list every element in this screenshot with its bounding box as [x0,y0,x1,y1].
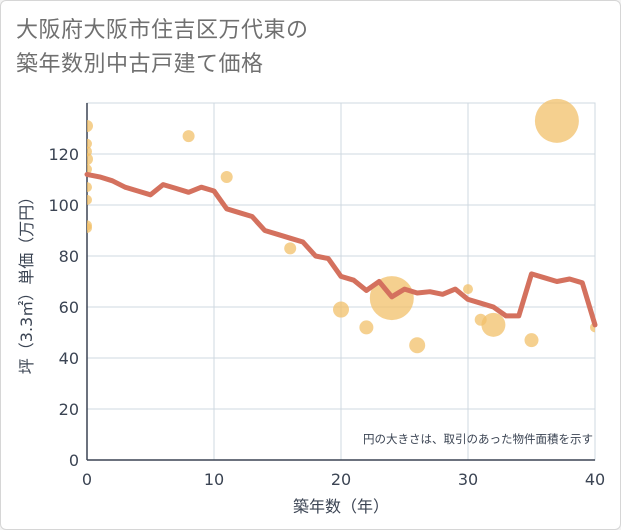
bubble-group [87,98,595,354]
data-bubble [87,138,92,149]
data-bubble [463,284,473,295]
x-axis-label: 築年数（年） [293,497,389,516]
data-bubble [409,337,426,354]
data-bubble [284,242,297,255]
chart-title-line2: 築年数別中古戸建て価格 [16,52,264,77]
y-tick-label: 120 [48,145,79,164]
data-bubble [333,301,349,318]
y-tick-label: 40 [59,349,79,368]
data-bubble [359,320,374,335]
data-bubble [87,164,92,175]
data-bubble [524,333,539,348]
data-bubble [87,194,92,205]
chart-title: 大阪府大阪市住吉区万代東の 築年数別中古戸建て価格 [16,14,309,82]
data-bubble [87,153,93,166]
data-bubble [481,312,506,337]
x-tick-label: 30 [458,470,478,489]
y-tick-label: 80 [59,247,79,266]
y-axis-label: 坪（3.3㎡）単価（万円） [17,189,36,374]
y-tick-label: 20 [59,400,79,419]
x-tick-label: 20 [331,470,351,489]
data-bubble [220,170,233,183]
data-bubble [534,98,579,143]
x-tick-label: 0 [82,470,92,489]
bubble-size-note: 円の大きさは、取引のあった物件面積を示す [363,432,593,446]
data-bubble [87,119,93,132]
x-tick-label: 40 [585,470,605,489]
data-bubble [87,222,92,233]
x-tick-label: 10 [204,470,224,489]
y-tick-label: 0 [69,451,79,470]
data-bubble [87,182,92,193]
data-bubble [182,130,195,143]
y-tick-label: 100 [48,196,79,215]
chart-title-line1: 大阪府大阪市住吉区万代東の [16,18,309,43]
average-price-line [84,171,598,328]
y-tick-label: 60 [59,298,79,317]
